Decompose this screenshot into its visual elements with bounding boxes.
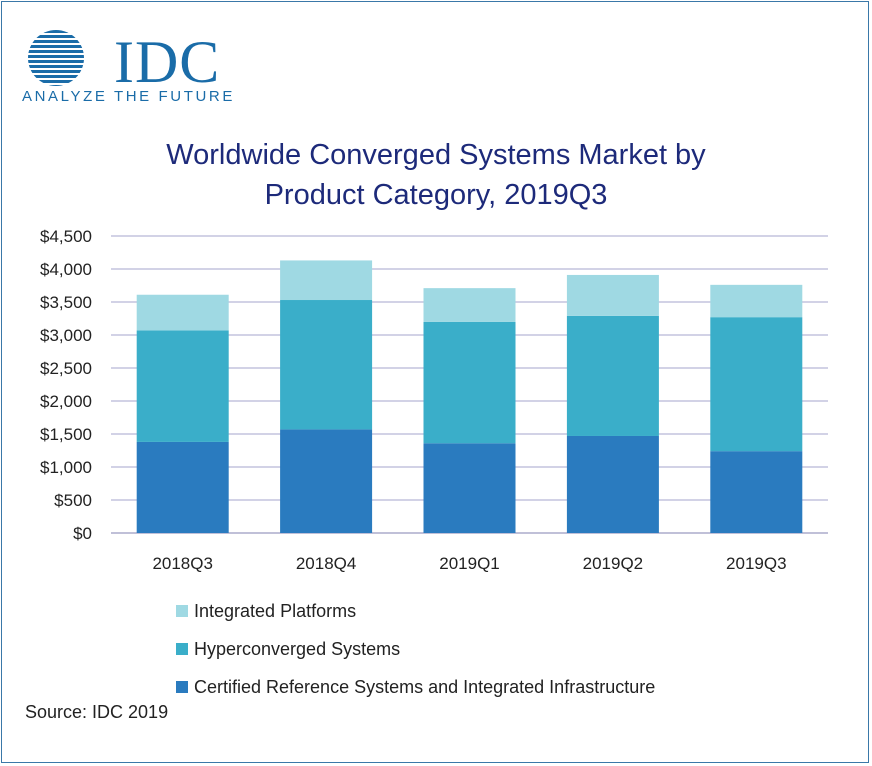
chart-title: Worldwide Converged Systems Market by Pr… — [102, 135, 770, 215]
globe-icon — [28, 30, 84, 86]
chart-legend: Integrated Platforms Hyperconverged Syste… — [176, 592, 655, 706]
bar-segment-2019Q3-0 — [710, 451, 803, 533]
legend-item: Integrated Platforms — [176, 592, 655, 630]
y-tick-label: $4,000 — [40, 260, 92, 279]
y-tick-label: $4,500 — [40, 227, 92, 246]
bar-segment-2018Q4-1 — [280, 300, 373, 430]
x-tick-label: 2018Q4 — [296, 554, 357, 573]
logo-tagline: ANALYZE THE FUTURE — [22, 88, 235, 105]
bar-segment-2019Q3-1 — [710, 317, 803, 452]
legend-swatch — [176, 605, 188, 617]
bar-segment-2019Q3-2 — [710, 284, 803, 318]
idc-logo: IDC ANALYZE THE FUTURE — [18, 30, 238, 110]
bar-segment-2018Q4-2 — [280, 260, 373, 301]
y-tick-label: $0 — [73, 524, 92, 543]
legend-label: Hyperconverged Systems — [194, 638, 401, 659]
x-tick-label: 2019Q3 — [726, 554, 787, 573]
legend-label: Integrated Platforms — [194, 600, 357, 621]
x-tick-label: 2019Q1 — [439, 554, 500, 573]
bar-segment-2018Q3-0 — [136, 441, 229, 533]
y-tick-label: $1,500 — [40, 425, 92, 444]
bar-segment-2019Q2-2 — [566, 274, 659, 316]
chart-title-line-2: Product Category, 2019Q3 — [264, 179, 608, 211]
y-tick-label: $500 — [54, 491, 92, 510]
y-tick-label: $2,500 — [40, 359, 92, 378]
bar-segment-2019Q2-1 — [566, 315, 659, 436]
y-tick-label: $3,000 — [40, 326, 92, 345]
bar-chart: $0 $500 $1,000 $1,500 $2,000 $2,500 $3,000 $3,5… — [40, 227, 828, 573]
legend-swatch — [176, 681, 188, 693]
y-tick-label: $1,000 — [40, 458, 92, 477]
chart-title-line-1: Worldwide Converged Systems Market by — [166, 139, 706, 171]
legend-item: Hyperconverged Systems — [176, 630, 655, 668]
source-note: Source: IDC 2019 — [25, 702, 169, 722]
logo-text: IDC — [114, 29, 221, 95]
x-tick-label: 2018Q3 — [152, 554, 213, 573]
legend-label: Certified Reference Systems and Integrat… — [194, 676, 656, 697]
bar-segment-2019Q1-0 — [423, 443, 516, 533]
legend-item: Certified Reference Systems and Integrat… — [176, 668, 655, 706]
y-tick-label: $3,500 — [40, 293, 92, 312]
y-tick-label: $2,000 — [40, 392, 92, 411]
bar-segment-2018Q4-0 — [280, 429, 373, 533]
bar-segment-2018Q3-1 — [136, 330, 229, 442]
legend-swatch — [176, 643, 188, 655]
x-tick-label: 2019Q2 — [583, 554, 644, 573]
bar-segment-2019Q2-0 — [566, 435, 659, 533]
bar-segment-2019Q1-2 — [423, 288, 516, 322]
bar-segment-2019Q1-1 — [423, 321, 516, 444]
bar-segment-2018Q3-2 — [136, 294, 229, 331]
